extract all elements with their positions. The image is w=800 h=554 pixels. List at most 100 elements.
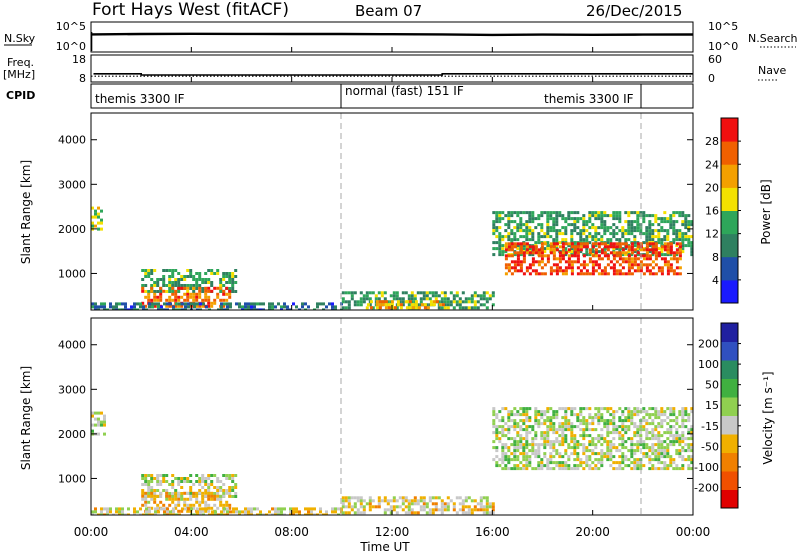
power-cell-r7 xyxy=(645,263,649,267)
velocity-cell-r3 xyxy=(274,513,277,515)
power-cell-r6 xyxy=(633,241,637,245)
power-cell-r7 xyxy=(663,257,667,261)
power-cell-r7 xyxy=(642,254,646,258)
power-cell-r1 xyxy=(171,275,175,278)
power-cell-r6 xyxy=(519,217,523,221)
velocity-cell-r3 xyxy=(313,507,316,511)
velocity-cell-r1 xyxy=(150,489,154,492)
velocity-cell-r5 xyxy=(546,419,550,423)
velocity-cell-r5 xyxy=(579,419,583,423)
velocity-cell-r5 xyxy=(510,467,514,471)
velocity-cell-r5 xyxy=(666,407,670,411)
velocity-cell-r1 xyxy=(216,480,220,483)
velocity-cell-r3 xyxy=(232,507,235,511)
velocity-cell-r5 xyxy=(642,428,646,432)
velocity-cell-r4 xyxy=(473,508,477,512)
power-cell-r1 xyxy=(192,278,196,281)
velocity-cell-r5 xyxy=(618,431,622,435)
velocity-cell-r5 xyxy=(510,443,514,447)
velocity-cell-r5 xyxy=(588,416,592,420)
velocity-cell-r5 xyxy=(660,452,664,456)
power-cell-r4 xyxy=(404,291,408,295)
velocity-cell-r5 xyxy=(516,440,520,444)
power-cell-r6 xyxy=(633,220,637,224)
velocity-cell-r4 xyxy=(350,496,354,500)
power-cell-r6 xyxy=(681,238,685,242)
velocity-cell-r4 xyxy=(485,508,489,512)
velocity-cell-r4 xyxy=(455,511,459,515)
velocity-cell-r4 xyxy=(416,511,420,515)
power-cell-r2 xyxy=(180,286,184,290)
power-cell-r6 xyxy=(546,226,550,230)
velocity-cell-r4 xyxy=(413,496,417,500)
velocity-cell-r1 xyxy=(147,489,151,492)
power-cell-r7 xyxy=(669,269,673,273)
velocity-cell-r2 xyxy=(219,503,223,507)
velocity-cell-r1 xyxy=(141,477,145,480)
velocity-data-marks xyxy=(91,407,693,515)
power-cell-r6 xyxy=(603,247,607,251)
velocity-colorbar-tick-label-6: -100 xyxy=(694,461,719,474)
velocity-cell-r1 xyxy=(153,477,157,480)
power-cell-r7 xyxy=(648,263,652,267)
velocity-cell-r4 xyxy=(446,496,450,500)
power-cell-r7 xyxy=(666,269,670,273)
velocity-cell-r5 xyxy=(681,440,685,444)
power-cell-r7 xyxy=(507,248,511,252)
velocity-cell-r5 xyxy=(528,455,532,459)
velocity-cell-r5 xyxy=(495,437,499,441)
power-cell-r0 xyxy=(94,224,97,228)
velocity-cell-r4 xyxy=(347,511,351,515)
power-cell-r3 xyxy=(187,305,190,309)
velocity-cell-r3 xyxy=(181,507,184,511)
power-cell-r3 xyxy=(109,305,112,309)
power-cell-r7 xyxy=(576,245,580,249)
velocity-cell-r1 xyxy=(147,492,151,495)
power-cell-r4 xyxy=(458,300,462,304)
power-cell-r7 xyxy=(561,242,565,246)
velocity-cell-r5 xyxy=(576,443,580,447)
power-cell-r6 xyxy=(504,223,508,227)
velocity-cell-r3 xyxy=(166,513,169,515)
velocity-cell-r5 xyxy=(684,410,688,414)
power-cell-r3 xyxy=(322,308,325,310)
velocity-cell-r5 xyxy=(540,467,544,471)
power-cell-r7 xyxy=(636,263,640,267)
velocity-cell-r5 xyxy=(621,458,625,462)
power-cell-r1 xyxy=(183,278,187,281)
date-label: 26/Dec/2015 xyxy=(586,2,682,20)
noise-right-tick-bottom: 10^0 xyxy=(708,40,738,53)
velocity-cell-r5 xyxy=(564,416,568,420)
velocity-cell-r4 xyxy=(479,499,483,503)
power-cell-r6 xyxy=(681,250,685,254)
power-cell-r4 xyxy=(374,297,378,301)
power-cell-r3 xyxy=(157,308,160,310)
power-cell-r3 xyxy=(286,308,289,310)
velocity-cell-r5 xyxy=(534,437,538,441)
power-cell-r6 xyxy=(582,214,586,218)
power-cell-r4 xyxy=(392,297,396,301)
velocity-cell-r5 xyxy=(624,464,628,468)
velocity-cell-r3 xyxy=(106,513,109,515)
velocity-cell-r5 xyxy=(618,455,622,459)
velocity-cell-r1 xyxy=(177,483,181,486)
velocity-cell-r5 xyxy=(657,452,661,456)
power-cell-r6 xyxy=(582,220,586,224)
velocity-cell-r4 xyxy=(479,508,483,512)
velocity-cell-r5 xyxy=(690,410,693,414)
power-cell-r6 xyxy=(660,226,664,230)
power-cell-r4 xyxy=(476,300,480,304)
velocity-cell-r5 xyxy=(564,461,568,465)
power-cell-r6 xyxy=(513,211,517,215)
power-cell-r4 xyxy=(443,291,447,295)
power-cell-r4 xyxy=(440,306,444,310)
power-cell-r1 xyxy=(210,269,214,272)
power-cell-r7 xyxy=(558,251,562,255)
velocity-cell-r3 xyxy=(256,513,259,515)
velocity-cell-r4 xyxy=(452,505,456,509)
velocity-cell-r1 xyxy=(210,474,214,477)
power-cell-r6 xyxy=(639,211,643,215)
velocity-cell-r5 xyxy=(570,407,574,411)
velocity-cell-r1 xyxy=(171,483,175,486)
velocity-cell-r5 xyxy=(546,464,550,468)
